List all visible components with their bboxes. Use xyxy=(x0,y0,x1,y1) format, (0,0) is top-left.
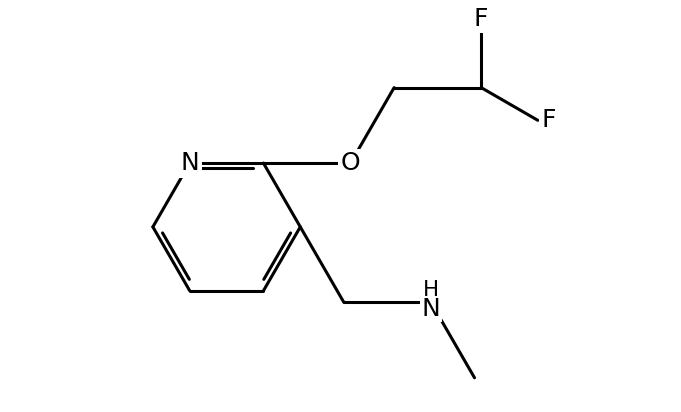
Text: O: O xyxy=(340,151,360,175)
Text: F: F xyxy=(474,7,488,31)
Text: N: N xyxy=(422,297,441,321)
Text: F: F xyxy=(541,108,556,132)
Text: H: H xyxy=(423,280,439,300)
Text: N: N xyxy=(180,151,199,175)
